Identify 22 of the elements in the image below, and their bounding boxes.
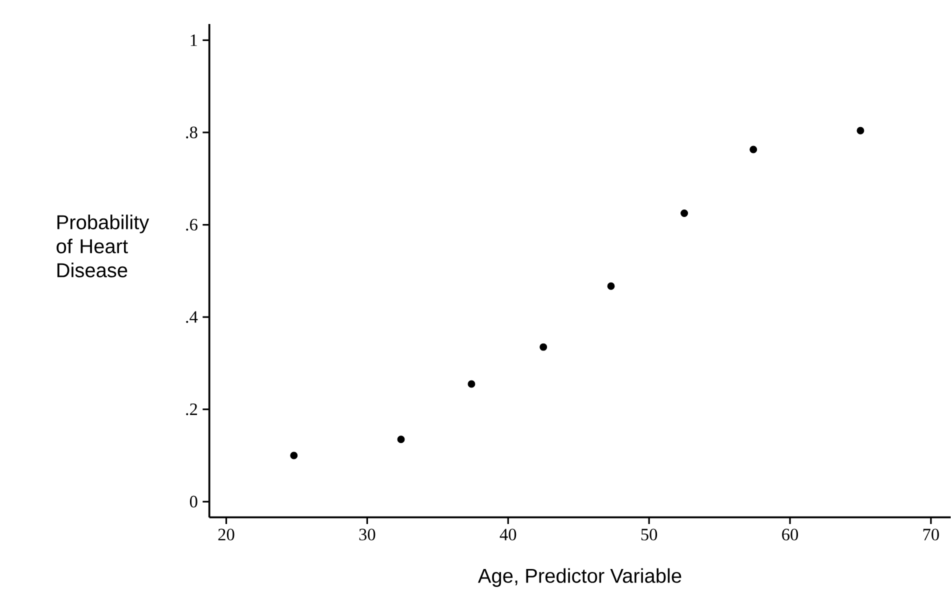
point <box>607 282 615 290</box>
point <box>750 146 758 154</box>
y-tick-label: .8 <box>186 126 198 138</box>
y-tick-label: .2 <box>186 403 198 416</box>
y-tick-label: .4 <box>186 311 198 323</box>
point <box>680 209 688 217</box>
point <box>468 380 476 388</box>
y-tick-label: 1 <box>190 34 197 46</box>
y-tick-label: 0 <box>190 496 198 508</box>
x-axis-title: Age, Predictor Variable <box>478 568 682 587</box>
x-tick-label: 40 <box>500 528 516 540</box>
x-tick-label: 50 <box>641 528 658 540</box>
x-tick-label: 60 <box>782 528 798 540</box>
point <box>290 452 298 460</box>
point <box>397 436 405 444</box>
point <box>540 343 548 351</box>
point <box>856 126 864 134</box>
y-axis-title: Probability of Heart Disease <box>56 214 150 278</box>
x-tick-label: 30 <box>359 528 376 540</box>
x-tick-label: 20 <box>218 528 234 540</box>
x-tick-label: 70 <box>923 528 939 540</box>
y-tick-label: .6 <box>186 218 198 231</box>
